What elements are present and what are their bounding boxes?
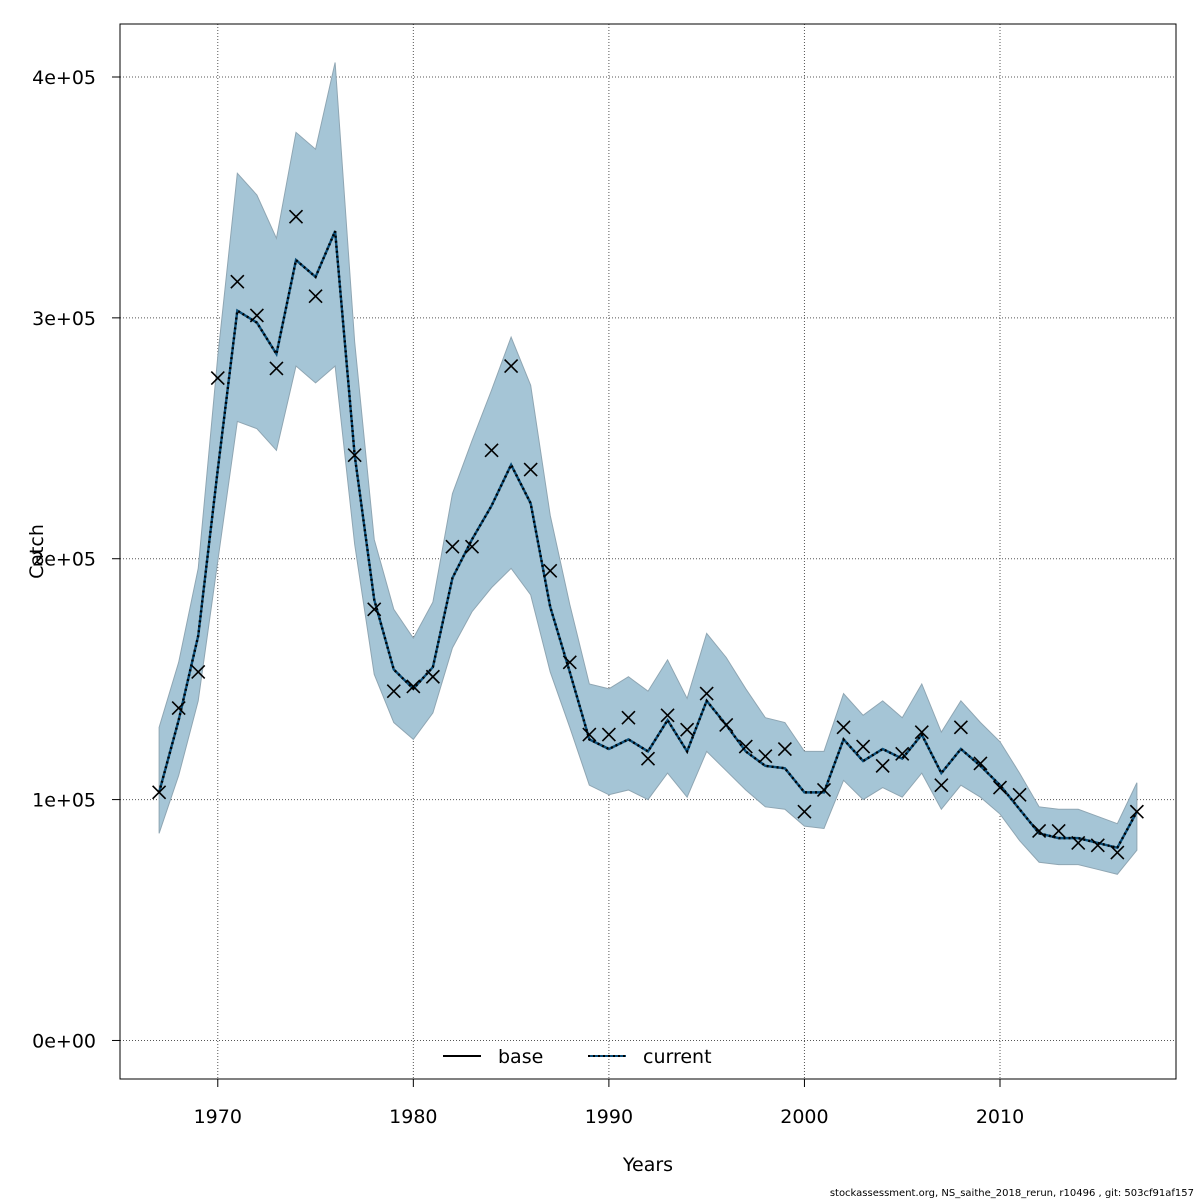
plot-frame [119, 23, 1177, 1080]
observed-point [484, 443, 499, 458]
observed-point [953, 720, 968, 735]
observed-point [934, 778, 949, 793]
observed-point [992, 780, 1008, 795]
legend-item-current: current [588, 1046, 712, 1068]
y-axis-title: Catch [26, 524, 48, 579]
observed-point [1110, 845, 1125, 860]
observed-point [523, 462, 538, 477]
observed-point [621, 710, 636, 725]
observed-point [797, 804, 812, 819]
footer-credit: stockassessment.org, NS_saithe_2018_reru… [829, 1188, 1194, 1199]
observed-point [973, 756, 988, 771]
observed-point [1071, 835, 1086, 851]
confidence-band [158, 62, 1138, 875]
observed-point [914, 725, 929, 740]
observed-point [152, 785, 167, 800]
series-lines [157, 230, 1138, 850]
observed-point [504, 358, 519, 374]
observed-point [875, 758, 890, 773]
x-tick-label: 2000 [780, 1106, 828, 1128]
observed-point [347, 448, 362, 463]
legend-label: current [643, 1046, 712, 1068]
observed-point [367, 602, 382, 617]
x-tick-label: 2010 [976, 1106, 1024, 1128]
observed-point [738, 739, 753, 754]
confidence-band-area [158, 62, 1138, 875]
observed-point [660, 708, 675, 723]
observed-point [249, 308, 264, 323]
series-line-current-dots [157, 230, 1138, 850]
legend: base current [443, 1046, 712, 1068]
observed-point [758, 749, 773, 764]
y-tick-label: 0e+00 [32, 1030, 96, 1052]
observed-point [406, 679, 421, 694]
observed-point [308, 289, 323, 304]
observed-point [1051, 823, 1066, 838]
observed-points [152, 209, 1144, 860]
y-tick-label: 4e+05 [32, 67, 96, 89]
observed-point [777, 741, 792, 757]
x-tick-label: 1970 [194, 1106, 242, 1128]
observed-point [895, 746, 910, 761]
observed-point [816, 782, 832, 798]
observed-point [464, 539, 480, 554]
observed-point [601, 727, 616, 742]
observed-point [1032, 823, 1047, 838]
observed-point [1012, 787, 1027, 802]
grid-lines [120, 24, 1176, 1079]
y-tick-label: 2e+05 [32, 549, 96, 571]
observed-point [230, 274, 245, 289]
x-tick-label: 1990 [585, 1106, 633, 1128]
observed-point [582, 727, 597, 742]
observed-point [719, 717, 734, 732]
x-tick-label: 1980 [389, 1106, 437, 1128]
observed-point [171, 700, 186, 716]
observed-point [269, 361, 284, 376]
x-axis-title: Years [622, 1154, 673, 1176]
observed-point [680, 722, 695, 737]
observed-point [640, 751, 656, 766]
observed-point [856, 739, 871, 754]
observed-point [288, 209, 304, 224]
observed-point [210, 371, 225, 386]
observed-point [562, 655, 577, 670]
observed-point [386, 684, 401, 699]
observed-point [191, 664, 206, 679]
y-tick-label: 3e+05 [32, 308, 96, 330]
observed-point [1129, 804, 1144, 819]
legend-label: base [498, 1046, 543, 1068]
axes: 1970 1980 1990 2000 2010 0e+00 1e+05 2e+05 3e+05… [32, 67, 1024, 1128]
y-tick-label: 1e+05 [32, 790, 96, 812]
observed-point [836, 720, 851, 735]
observed-point [699, 686, 714, 701]
observed-point [543, 563, 558, 578]
observed-point [445, 539, 460, 554]
legend-item-base: base [443, 1046, 543, 1068]
observed-point [1090, 838, 1105, 853]
observed-point [425, 669, 440, 684]
